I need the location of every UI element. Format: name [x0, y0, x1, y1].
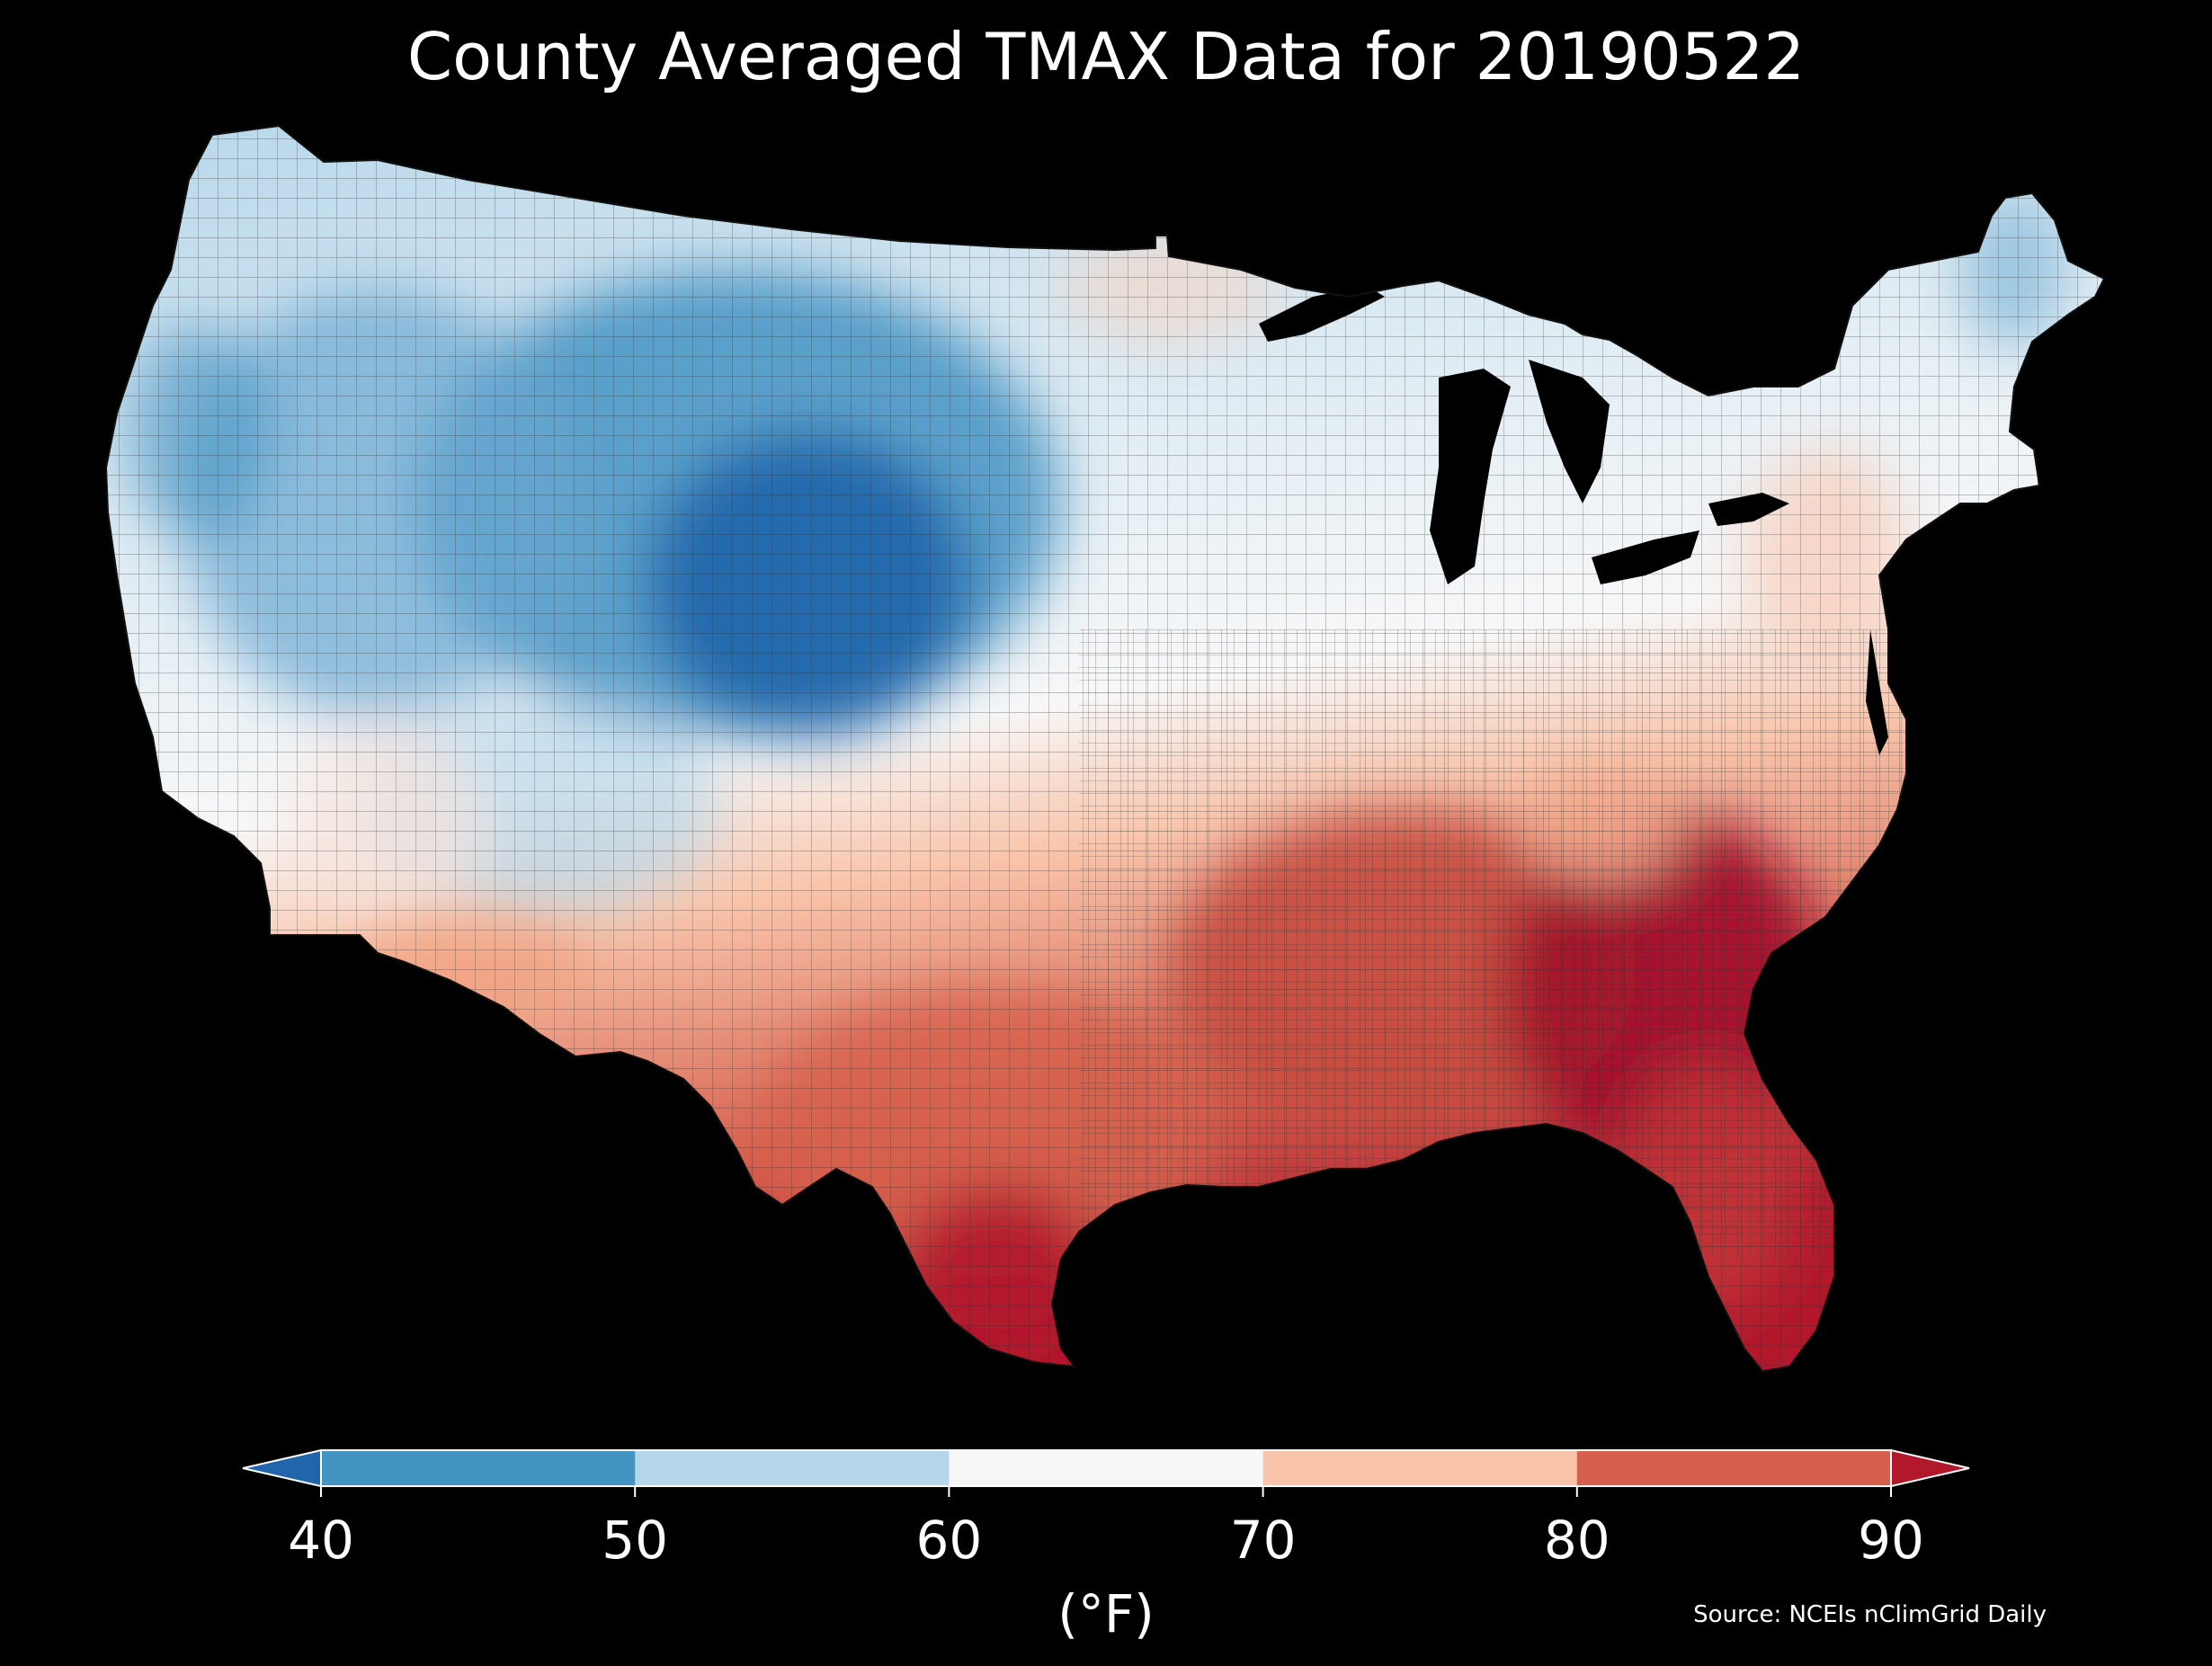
colorbar-tick-label-90: 90	[1858, 1510, 1924, 1571]
colorbar-tick-label-40: 40	[288, 1510, 354, 1571]
colorbar-tick-label-60: 60	[915, 1510, 983, 1571]
county-fill-layer	[106, 126, 2104, 1371]
colorbar-tick-label-80: 80	[1543, 1510, 1610, 1571]
colorbar-bin-80-90	[1576, 1450, 1892, 1486]
colorbar-high-extension	[1891, 1450, 1969, 1486]
colorbar-unit-label: (°F)	[1057, 1583, 1155, 1644]
colorbar	[242, 1448, 1970, 1497]
choropleth-map	[105, 125, 2105, 1372]
us-county-map-svg	[105, 125, 2105, 1372]
colorbar-tick-label-50: 50	[602, 1510, 669, 1571]
colorbar-low-extension	[243, 1450, 321, 1486]
colorbar-bin-40-50	[321, 1450, 636, 1486]
source-credit: Source: NCEIs nClimGrid Daily	[1693, 1601, 2047, 1628]
great-lakes	[1259, 286, 1789, 584]
map-title: County Averaged TMAX Data for 20190522	[406, 19, 1806, 94]
colorbar-bin-50-60	[635, 1450, 950, 1486]
colorbar-bin-70-80	[1262, 1450, 1578, 1486]
colorbar-bin-60-70	[949, 1450, 1264, 1486]
colorbar-tick-label-70: 70	[1229, 1510, 1297, 1571]
